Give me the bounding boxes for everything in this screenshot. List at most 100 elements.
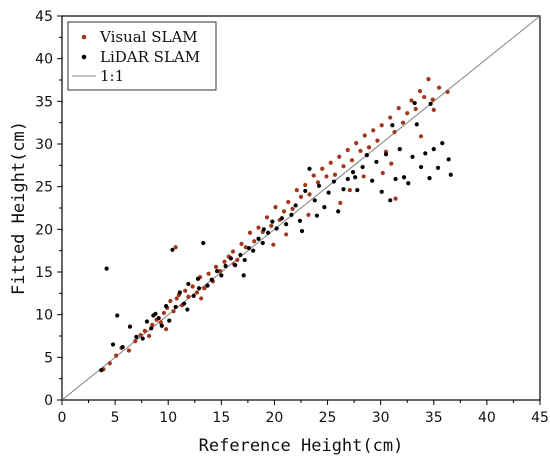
- point-visual-slam-14: [168, 298, 173, 304]
- point-lidar-slam-39: [279, 216, 284, 221]
- point-visual-slam-65: [375, 138, 380, 143]
- point-lidar-slam-55: [355, 187, 360, 193]
- point-lidar-slam-8: [144, 319, 150, 324]
- y-tick-label-30: 30: [35, 137, 53, 153]
- point-visual-slam-71: [400, 120, 406, 125]
- point-lidar-slam-29: [233, 263, 238, 268]
- point-lidar-slam-54: [350, 170, 356, 175]
- point-lidar-slam-70: [423, 151, 428, 156]
- x-tick-label-25: 25: [319, 410, 337, 426]
- point-visual-slam-61: [358, 148, 363, 153]
- point-lidar-slam-67: [410, 154, 415, 159]
- y-tick-label-0: 0: [44, 393, 53, 409]
- point-lidar-slam-38: [274, 226, 279, 231]
- point-visual-slam-36: [252, 239, 257, 244]
- x-tick-label-40: 40: [478, 410, 496, 426]
- point-lidar-slam-66: [406, 181, 411, 186]
- point-lidar-slam-40: [284, 222, 289, 227]
- point-lidar-slam-85: [314, 213, 320, 218]
- point-visual-slam-80: [445, 89, 450, 95]
- point-lidar-slam-87: [299, 228, 305, 234]
- point-lidar-slam-81: [241, 273, 246, 278]
- point-lidar-slam-37: [270, 219, 275, 224]
- point-lidar-slam-15: [170, 247, 175, 252]
- point-visual-slam-12: [161, 310, 167, 316]
- legend-label-lidar-slam: LiDAR SLAM: [100, 48, 200, 66]
- x-tick-label-35: 35: [425, 410, 443, 426]
- point-visual-slam-91: [418, 134, 424, 139]
- point-visual-slam-88: [284, 232, 289, 237]
- point-lidar-slam-52: [341, 187, 346, 192]
- point-visual-slam-11: [158, 320, 163, 325]
- point-visual-slam-46: [294, 187, 299, 193]
- point-lidar-slam-49: [326, 190, 331, 195]
- point-visual-slam-16: [174, 296, 179, 301]
- point-lidar-slam-72: [431, 147, 436, 152]
- point-lidar-slam-1: [104, 266, 109, 271]
- point-visual-slam-9: [150, 322, 155, 328]
- point-lidar-slam-71: [427, 176, 432, 181]
- point-visual-slam-32: [235, 257, 240, 263]
- point-visual-slam-1: [107, 361, 112, 366]
- legend-marker-lidar-slam: [81, 54, 87, 60]
- point-lidar-slam-75: [446, 157, 451, 162]
- point-lidar-slam-6: [134, 334, 139, 339]
- point-lidar-slam-22: [201, 240, 206, 246]
- point-visual-slam-76: [422, 94, 427, 100]
- point-lidar-slam-46: [312, 198, 317, 203]
- point-lidar-slam-50: [331, 179, 337, 184]
- y-axis-title: Fitted Height(cm): [9, 121, 29, 295]
- point-visual-slam-20: [186, 294, 191, 299]
- x-tick-label-30: 30: [372, 410, 390, 426]
- point-visual-slam-50: [311, 173, 316, 178]
- point-visual-slam-93: [271, 242, 276, 247]
- point-visual-slam-86: [173, 245, 178, 250]
- point-lidar-slam-2: [110, 342, 116, 347]
- y-tick-label-20: 20: [35, 222, 53, 238]
- point-lidar-slam-25: [214, 269, 220, 274]
- x-tick-label-20: 20: [266, 410, 284, 426]
- y-tick-label-35: 35: [35, 94, 53, 110]
- point-visual-slam-95: [306, 212, 311, 217]
- point-visual-slam-70: [396, 106, 401, 111]
- point-lidar-slam-21: [195, 276, 201, 281]
- point-visual-slam-29: [222, 259, 227, 264]
- point-lidar-slam-84: [196, 286, 202, 291]
- point-visual-slam-83: [380, 170, 385, 176]
- point-lidar-slam-64: [397, 147, 402, 152]
- point-visual-slam-66: [379, 123, 384, 128]
- point-lidar-slam-35: [260, 240, 265, 246]
- point-lidar-slam-48: [322, 205, 327, 210]
- point-visual-slam-25: [206, 271, 211, 276]
- point-lidar-slam-36: [265, 230, 271, 235]
- point-lidar-slam-14: [167, 318, 172, 323]
- point-visual-slam-82: [361, 174, 366, 179]
- point-visual-slam-94: [431, 107, 436, 112]
- point-lidar-slam-19: [186, 281, 191, 287]
- point-lidar-slam-23: [205, 283, 210, 288]
- point-lidar-slam-27: [223, 263, 228, 269]
- legend-label-reference-line: 1:1: [100, 67, 124, 85]
- point-visual-slam-44: [286, 199, 291, 205]
- point-visual-slam-54: [328, 160, 333, 165]
- point-visual-slam-87: [347, 187, 352, 193]
- point-visual-slam-73: [409, 98, 414, 103]
- point-lidar-slam-60: [379, 189, 384, 194]
- point-visual-slam-22: [194, 290, 199, 295]
- point-lidar-slam-42: [293, 203, 298, 208]
- point-lidar-slam-16: [173, 304, 178, 310]
- point-visual-slam-58: [345, 147, 350, 153]
- x-tick-label-10: 10: [159, 410, 177, 426]
- point-lidar-slam-32: [246, 246, 252, 251]
- point-visual-slam-81: [338, 200, 343, 205]
- point-lidar-slam-80: [261, 227, 266, 232]
- point-lidar-slam-31: [242, 257, 247, 263]
- point-visual-slam-7: [142, 328, 147, 333]
- points-layer: [99, 77, 453, 373]
- point-lidar-slam-83: [151, 313, 156, 318]
- point-visual-slam-57: [341, 164, 346, 169]
- ticks-layer: [57, 15, 541, 405]
- x-tick-label-15: 15: [212, 410, 230, 426]
- point-visual-slam-85: [199, 296, 204, 301]
